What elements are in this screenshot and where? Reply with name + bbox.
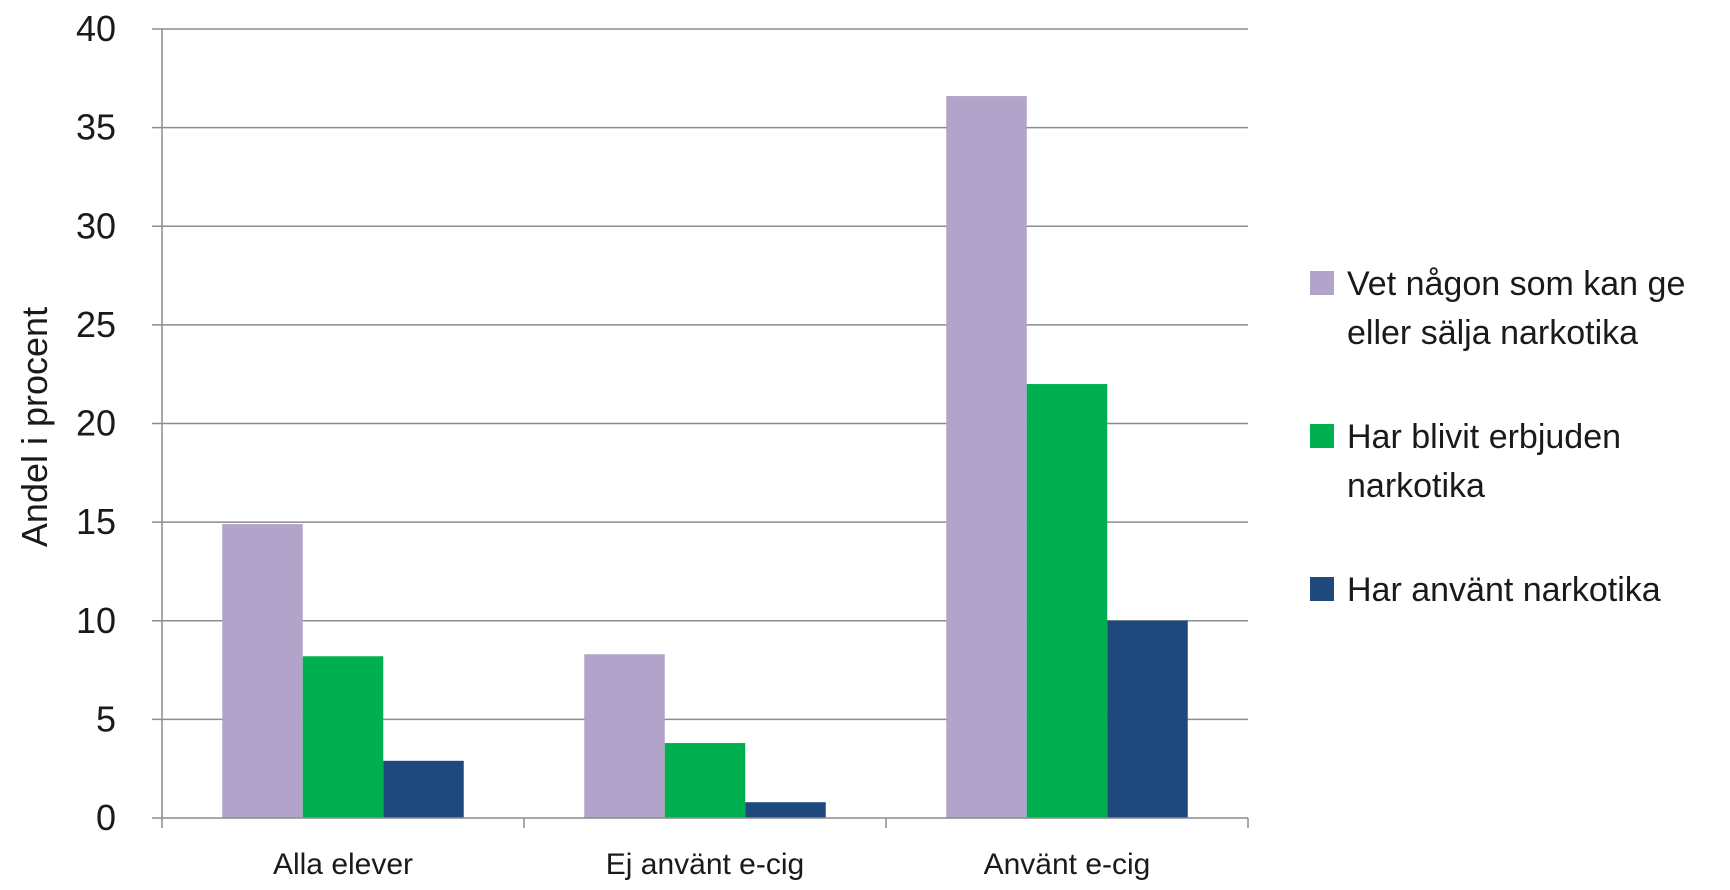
bar [1026, 384, 1108, 818]
y-tick-label: 10 [76, 600, 116, 641]
y-tick-label: 40 [76, 8, 116, 49]
y-tick-label: 25 [76, 304, 116, 345]
y-axis-label: Andel i procent [14, 307, 55, 547]
bar [946, 96, 1027, 818]
legend-label: Har blivit erbjuden [1347, 418, 1621, 456]
bar [302, 656, 384, 818]
bar [1107, 620, 1188, 818]
gridlines [162, 28, 1248, 721]
x-tick-label: Använt e-cig [984, 848, 1151, 881]
bar [664, 743, 746, 818]
bar [383, 760, 464, 818]
bar [222, 524, 303, 818]
y-tick-label: 30 [76, 205, 116, 246]
legend-label: Har använt narkotika [1347, 571, 1661, 609]
legend-label: Vet någon som kan ge [1347, 265, 1685, 303]
legend-label: eller sälja narkotika [1347, 314, 1638, 352]
bars [222, 96, 1188, 818]
x-tick-label: Alla elever [273, 848, 413, 881]
y-tick-label: 20 [76, 403, 116, 444]
legend-swatch [1310, 424, 1334, 448]
legend: Vet någon som kan ge eller sälja narkotik… [1310, 265, 1685, 609]
y-tick-label: 5 [96, 698, 116, 739]
legend-label: narkotika [1347, 467, 1485, 505]
bar [584, 654, 665, 818]
y-tick-label: 0 [96, 797, 116, 838]
legend-swatch [1310, 271, 1334, 295]
axes: 0 5 10 15 20 25 30 35 40 Alla elever Ej använt e-c… [76, 8, 1249, 881]
y-tick-label: 35 [76, 107, 116, 148]
bar [745, 802, 826, 818]
y-tick-label: 15 [76, 501, 116, 542]
x-tick-label: Ej använt e-cig [606, 848, 804, 881]
legend-swatch [1310, 577, 1334, 601]
